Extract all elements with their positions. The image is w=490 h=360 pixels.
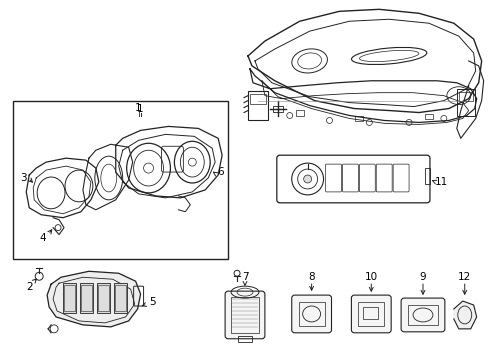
Bar — [248, 91, 268, 121]
Bar — [363, 307, 378, 319]
Text: 9: 9 — [419, 272, 426, 282]
Bar — [425, 113, 433, 120]
Text: 5: 5 — [149, 297, 156, 307]
Bar — [355, 116, 363, 121]
Text: 1: 1 — [137, 104, 144, 113]
FancyBboxPatch shape — [351, 295, 391, 333]
Bar — [408, 305, 438, 325]
Text: 12: 12 — [458, 272, 471, 282]
Polygon shape — [47, 271, 141, 327]
Bar — [295, 109, 304, 116]
Text: 4: 4 — [40, 233, 47, 243]
Text: 10: 10 — [365, 272, 378, 282]
Bar — [358, 302, 384, 326]
Bar — [114, 283, 127, 313]
Text: 6: 6 — [217, 167, 223, 177]
Bar — [231, 297, 259, 333]
Bar — [250, 94, 266, 104]
Bar — [80, 283, 93, 313]
Bar — [459, 92, 473, 100]
Bar — [97, 283, 110, 313]
FancyBboxPatch shape — [292, 295, 332, 333]
Bar — [273, 105, 283, 112]
Text: 7: 7 — [242, 272, 248, 282]
Polygon shape — [454, 301, 477, 329]
Bar — [98, 285, 109, 311]
Bar — [238, 336, 252, 342]
Bar — [425, 168, 430, 184]
FancyBboxPatch shape — [401, 298, 445, 332]
Text: 8: 8 — [308, 272, 315, 282]
Text: 11: 11 — [435, 177, 448, 187]
Ellipse shape — [304, 175, 312, 183]
Text: 2: 2 — [26, 282, 32, 292]
FancyBboxPatch shape — [225, 291, 265, 339]
Bar — [81, 285, 92, 311]
Bar — [457, 89, 475, 117]
Bar — [115, 285, 125, 311]
Text: 3: 3 — [20, 173, 26, 183]
Bar — [13, 100, 228, 260]
Bar — [64, 285, 75, 311]
Bar — [299, 302, 324, 326]
Bar — [63, 283, 76, 313]
Text: 1: 1 — [135, 103, 142, 113]
